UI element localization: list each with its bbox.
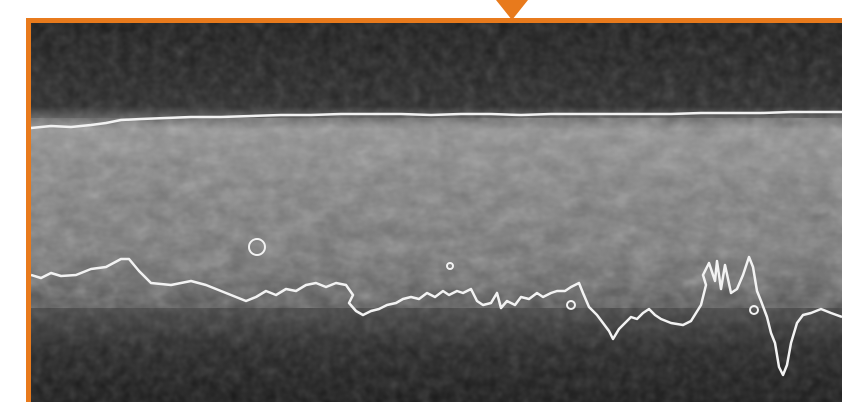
segmentation-image bbox=[31, 23, 842, 402]
lower-boundary-contour bbox=[31, 255, 842, 377]
circle-contour-c bbox=[566, 300, 576, 310]
circle-contour-a bbox=[248, 238, 266, 256]
circle-contour-b bbox=[446, 262, 454, 270]
image-noise bbox=[31, 23, 842, 402]
upper-boundary-contour bbox=[31, 110, 842, 130]
image-frame bbox=[26, 18, 842, 402]
orange-pointer-icon bbox=[496, 0, 528, 20]
circle-contour-d bbox=[749, 305, 759, 315]
